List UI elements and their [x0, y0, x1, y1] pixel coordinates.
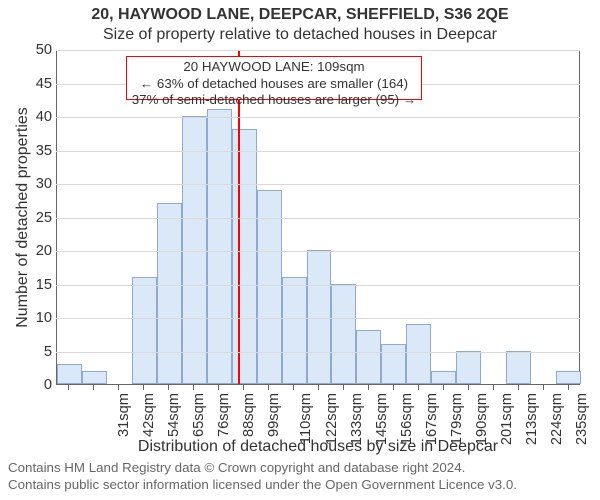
x-tick-label: 133sqm	[349, 393, 365, 445]
y-tick-label: 0	[24, 377, 52, 393]
annotation-box: 20 HAYWOOD LANE: 109sqm← 63% of detached…	[126, 56, 422, 100]
gridline	[56, 50, 580, 51]
x-tick-label: 235sqm	[574, 393, 590, 445]
x-tick-label: 99sqm	[266, 393, 282, 437]
x-tick-label: 76sqm	[216, 393, 232, 437]
x-tick	[168, 385, 169, 390]
x-tick	[218, 385, 219, 390]
histogram-bar	[356, 330, 381, 384]
x-tick	[493, 385, 494, 390]
x-tick	[93, 385, 94, 390]
x-tick	[568, 385, 569, 390]
credits-text: Contains HM Land Registry data © Crown c…	[8, 460, 592, 493]
x-tick-label: 145sqm	[374, 393, 390, 445]
histogram-bar	[82, 371, 107, 384]
x-tick-label: 167sqm	[424, 393, 440, 445]
x-tick	[393, 385, 394, 390]
histogram-bar	[182, 116, 207, 384]
x-tick	[318, 385, 319, 390]
y-tick-label: 35	[24, 143, 52, 159]
x-tick	[543, 385, 544, 390]
gridline	[56, 151, 580, 152]
y-tick-label: 45	[24, 76, 52, 92]
x-tick	[343, 385, 344, 390]
gridline	[56, 218, 580, 219]
x-tick-label: 179sqm	[449, 393, 465, 445]
x-tick-label: 224sqm	[549, 393, 565, 445]
x-tick-label: 122sqm	[324, 393, 340, 445]
x-tick	[293, 385, 294, 390]
histogram-bar	[506, 351, 531, 385]
annotation-line: 20 HAYWOOD LANE: 109sqm	[131, 59, 417, 76]
gridline	[56, 352, 580, 353]
histogram-bar	[406, 324, 431, 384]
histogram-bar	[431, 371, 456, 384]
histogram-bar	[257, 190, 282, 384]
credits-line: Contains public sector information licen…	[8, 477, 592, 494]
y-tick-label: 50	[24, 42, 52, 58]
histogram-bar	[381, 344, 406, 384]
x-tick	[368, 385, 369, 390]
histogram-bar	[456, 351, 481, 385]
x-tick	[68, 385, 69, 390]
annotation-line: ← 63% of detached houses are smaller (16…	[131, 76, 417, 93]
x-tick	[143, 385, 144, 390]
x-tick-label: 201sqm	[499, 393, 515, 445]
histogram-bar	[132, 277, 157, 384]
credits-line: Contains HM Land Registry data © Crown c…	[8, 460, 592, 477]
chart-subtitle: Size of property relative to detached ho…	[0, 26, 600, 44]
gridline	[56, 184, 580, 185]
x-tick	[243, 385, 244, 390]
x-tick-label: 65sqm	[191, 393, 207, 437]
x-tick	[443, 385, 444, 390]
histogram-bar	[331, 284, 356, 385]
x-tick-label: 110sqm	[298, 393, 314, 444]
x-tick	[418, 385, 419, 390]
histogram-bar	[282, 277, 307, 384]
x-tick	[468, 385, 469, 390]
gridline	[56, 318, 580, 319]
gridline	[56, 285, 580, 286]
x-tick-label: 54sqm	[166, 393, 182, 437]
x-tick	[118, 385, 119, 390]
y-tick-label: 25	[24, 210, 52, 226]
histogram-bar	[157, 203, 182, 384]
y-tick-label: 5	[24, 344, 52, 360]
y-tick-label: 30	[24, 176, 52, 192]
histogram-bar	[307, 250, 332, 384]
y-tick-label: 10	[24, 310, 52, 326]
y-tick-label: 15	[24, 277, 52, 293]
x-tick-label: 42sqm	[141, 393, 157, 437]
annotation-line: 37% of semi-detached houses are larger (…	[131, 92, 417, 109]
chart-title: 20, HAYWOOD LANE, DEEPCAR, SHEFFIELD, S3…	[0, 6, 600, 24]
x-tick-label: 213sqm	[524, 393, 540, 445]
gridline	[56, 117, 580, 118]
x-tick-label: 31sqm	[116, 393, 132, 437]
histogram-bar	[556, 371, 581, 384]
x-tick-label: 88sqm	[241, 393, 257, 437]
x-tick	[518, 385, 519, 390]
x-tick-label: 190sqm	[474, 393, 490, 445]
x-tick-label: 156sqm	[399, 393, 415, 445]
x-tick	[268, 385, 269, 390]
y-tick-label: 20	[24, 243, 52, 259]
histogram-bar	[57, 364, 82, 384]
gridline	[56, 251, 580, 252]
histogram-bar	[232, 129, 257, 384]
x-tick	[193, 385, 194, 390]
y-tick-label: 40	[24, 109, 52, 125]
